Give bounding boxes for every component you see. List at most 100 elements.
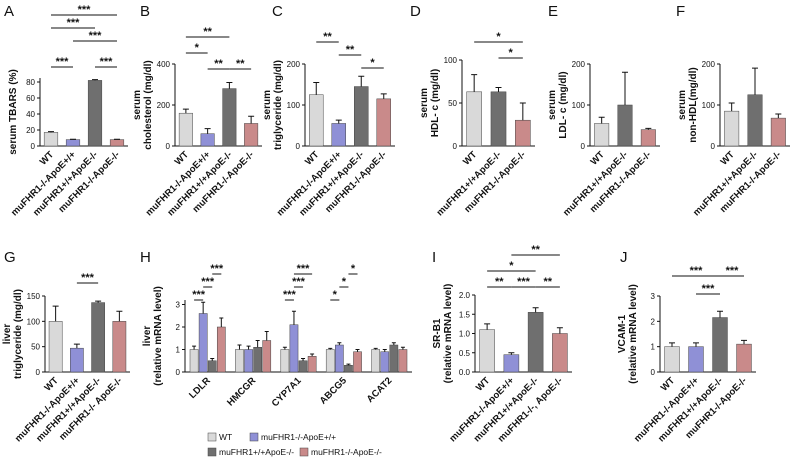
x-tick-label: WT (461, 149, 479, 167)
bar (664, 346, 680, 373)
bar (736, 343, 752, 373)
sig-label: *** (297, 263, 311, 275)
bar (344, 365, 353, 373)
y-tick-label: 0 (36, 368, 41, 377)
error-bar (532, 307, 539, 313)
error-bar (246, 345, 251, 350)
sig-label: *** (201, 276, 215, 288)
y-axis-label: (relative mRNA level) (628, 284, 639, 384)
bar (235, 349, 244, 373)
y-axis-label: liver (142, 326, 153, 347)
y-axis-label: (relative mRNA level) (443, 284, 454, 384)
bar (244, 349, 253, 373)
error-bar (775, 113, 782, 119)
bar (376, 98, 391, 147)
panel-letter: F (676, 3, 685, 20)
bar (253, 347, 262, 373)
sig-label: ** (203, 26, 212, 38)
sig-label: *** (690, 265, 704, 277)
bar (617, 104, 633, 147)
bar (307, 356, 317, 373)
y-tick-label: 100 (444, 56, 458, 65)
panel-letter: A (4, 3, 14, 20)
sig-label: * (496, 31, 501, 43)
sig-label: * (351, 263, 356, 275)
x-tick-label: ACAT2 (365, 375, 395, 405)
x-tick-label: WT (659, 375, 677, 393)
sig-label: ** (531, 244, 540, 256)
sig-label: ** (323, 31, 332, 43)
sig-label: *** (517, 276, 531, 288)
y-tick-label: 0 (581, 142, 586, 151)
panel-letter: D (410, 3, 421, 20)
y-tick-label: 60 (26, 94, 35, 103)
bar (216, 326, 226, 373)
error-bar (52, 305, 59, 322)
error-bar (182, 108, 189, 114)
y-tick-label: 2 (176, 323, 181, 332)
y-tick-label: 100 (287, 101, 301, 110)
y-tick-label: 0 (296, 142, 301, 151)
x-tick-label: LDLR (187, 375, 213, 401)
y-tick-label: 150 (27, 292, 41, 301)
y-axis-label: serum (262, 90, 273, 120)
error-bar (355, 349, 360, 352)
sig-label: *** (702, 283, 716, 295)
y-tick-label: 400 (157, 60, 171, 69)
bar (389, 344, 399, 373)
error-bar (669, 342, 675, 347)
y-axis-label: HDL- c (mg/dl) (430, 69, 441, 137)
error-bar (382, 349, 387, 352)
sig-label: *** (81, 272, 95, 284)
bar (712, 317, 728, 373)
bar (380, 351, 390, 373)
y-axis-label: serum TBARS (%) (8, 69, 19, 155)
x-tick-label: ABCG5 (318, 375, 350, 407)
panel-letter: I (432, 249, 436, 266)
panel-letter: J (620, 249, 628, 266)
y-tick-label: 1 (651, 343, 656, 352)
y-tick-label: 200 (572, 60, 586, 69)
error-bar (728, 102, 735, 112)
error-bar (337, 342, 342, 345)
error-bar (226, 81, 233, 89)
bar (244, 123, 259, 147)
y-tick-label: 0 (31, 142, 36, 151)
legend-swatch (299, 447, 309, 457)
sig-label: * (509, 47, 514, 59)
sig-label: *** (210, 263, 224, 275)
legend-label: WT (219, 432, 232, 442)
y-tick-label: 20 (26, 126, 35, 135)
bar (747, 94, 763, 147)
x-tick-label: WT (474, 375, 492, 393)
error-bar (313, 81, 320, 95)
sig-label: *** (56, 56, 70, 68)
x-tick-label: WT (303, 149, 321, 167)
error-bar (752, 67, 758, 95)
x-tick-label: CYP7A1 (270, 375, 304, 409)
sig-label: * (342, 276, 347, 288)
sig-label: * (195, 42, 200, 54)
legend-label: muFHR1-/-ApoE+/+ (261, 432, 336, 442)
sig-label: *** (89, 30, 103, 42)
error-bar (693, 342, 699, 347)
bar (724, 110, 740, 147)
bar (262, 340, 272, 373)
error-bar (495, 87, 502, 92)
y-tick-label: 0 (453, 142, 458, 151)
y-tick-label: 0.0 (459, 368, 471, 377)
sig-label: *** (283, 289, 297, 301)
panel-letter: G (4, 249, 16, 266)
y-tick-label: 0 (711, 142, 716, 151)
bar (335, 344, 344, 373)
bar (594, 123, 610, 147)
x-tick-label: WT (589, 149, 607, 167)
legend-label: muFHR1-/-ApoE-/- (311, 447, 382, 457)
y-axis-label: liver (2, 324, 13, 345)
y-axis-label: (relative mRNA level) (153, 286, 164, 386)
bar (527, 312, 544, 373)
error-bar (471, 74, 478, 92)
sig-label: *** (100, 56, 114, 68)
panel-letter: B (140, 3, 150, 20)
error-bar (328, 347, 333, 350)
